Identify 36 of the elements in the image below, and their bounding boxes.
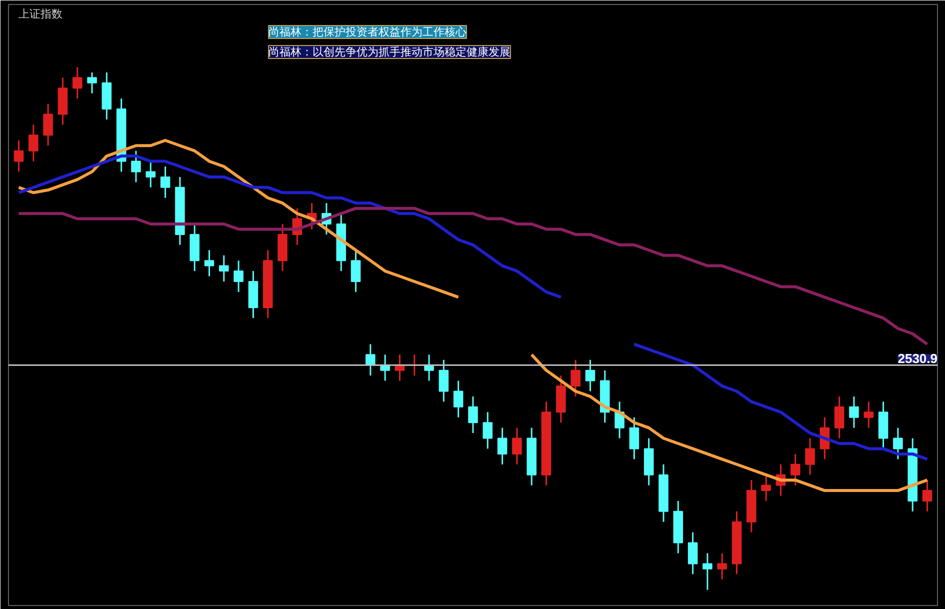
candlestick [629,416,640,460]
candlestick [805,438,815,476]
candlestick [570,359,580,398]
candlestick [512,427,522,466]
candlestick [922,479,932,512]
candlestick [146,160,156,188]
candlestick [131,150,141,183]
candlestick [702,552,712,591]
candlestick [204,249,214,278]
candlestick [438,359,449,402]
candlestick [14,140,24,172]
candlestick [834,396,844,440]
candlestick [849,396,859,429]
candlestick [234,260,244,293]
candlestick [864,400,874,429]
candlestick [468,396,478,434]
annotation: 2530.9 [898,351,938,366]
candlestick [717,552,727,580]
candlestick [87,72,97,94]
candlestick [761,474,771,502]
candlestick [160,166,170,199]
candlestick [43,103,53,146]
chart-title: 上证指数 [18,8,62,20]
candlestick [28,124,38,162]
candlestick [366,343,376,376]
candlestick [790,453,800,486]
candlestick [453,380,464,418]
candlestick [585,359,596,392]
candlestick [688,532,698,575]
candlestick [72,66,82,100]
candlestick [219,254,229,282]
candlestick [497,427,508,466]
text: 尚福林：以创先争优为抓手推动市场稳定健康发展 [268,46,510,58]
candlestick [482,411,493,450]
candlestick [893,427,903,460]
candlestick [350,249,361,293]
